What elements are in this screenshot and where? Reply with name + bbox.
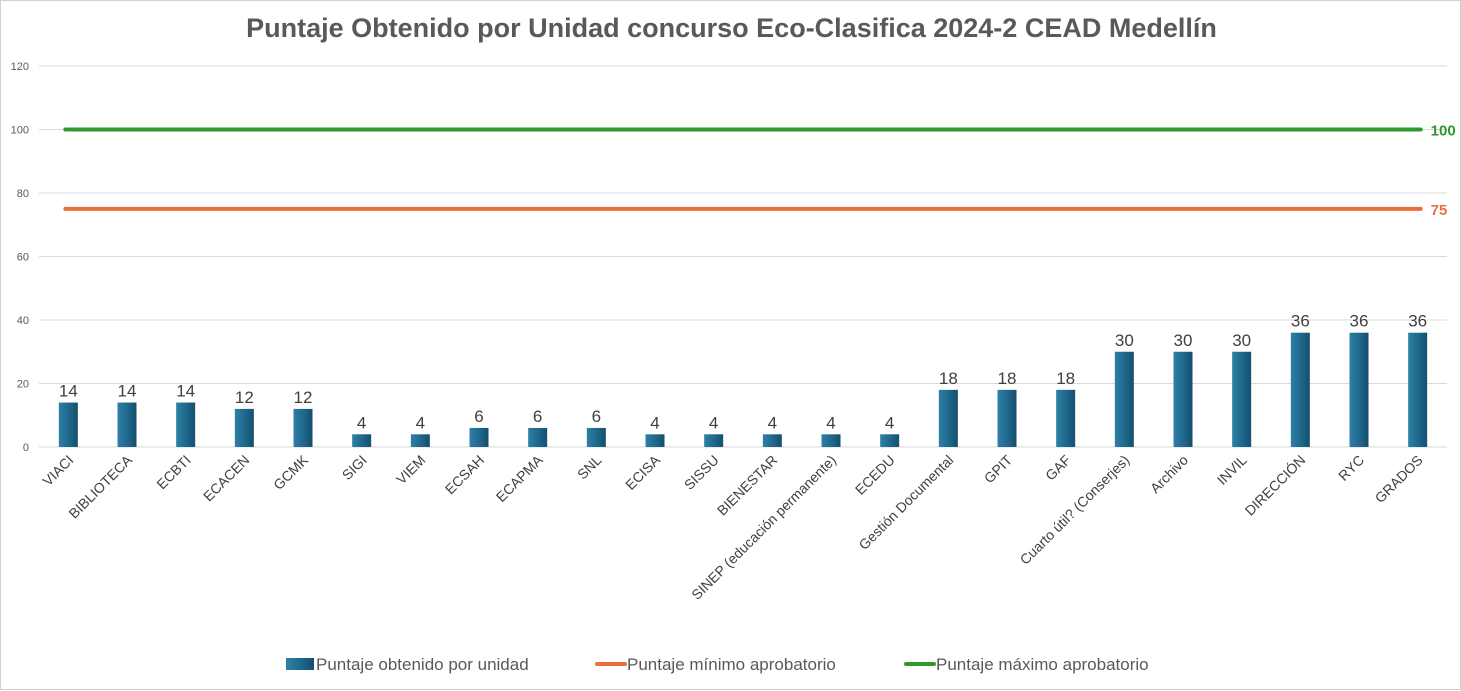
bar	[58, 402, 78, 447]
bar	[528, 427, 548, 447]
category-label: RYC	[1335, 452, 1367, 484]
category-label: ECEDU	[852, 452, 898, 498]
data-label: 18	[1056, 369, 1075, 388]
bar	[821, 434, 841, 447]
category-label: SIGI	[339, 452, 370, 483]
data-label: 4	[357, 413, 366, 432]
category-label: ECISA	[622, 451, 663, 492]
bar	[997, 389, 1017, 447]
data-label: 6	[533, 407, 542, 426]
bar	[938, 389, 958, 447]
y-tick-label: 60	[17, 252, 29, 264]
bar	[234, 408, 254, 447]
bar	[469, 427, 489, 447]
category-label: ECACEN	[200, 452, 253, 505]
legend-entry: Puntaje mínimo aprobatorio	[627, 655, 836, 674]
bar	[293, 408, 313, 447]
data-label: 36	[1408, 312, 1427, 331]
bar	[762, 434, 782, 447]
category-label: SISSU	[681, 452, 722, 493]
data-label: 14	[118, 382, 137, 401]
data-label: 4	[885, 413, 894, 432]
bar	[1114, 351, 1134, 447]
bar	[1232, 351, 1252, 447]
category-label: BIBLIOTECA	[65, 451, 135, 521]
data-label: 18	[939, 369, 958, 388]
bar	[1056, 389, 1076, 447]
data-label: 36	[1291, 312, 1310, 331]
bar	[410, 434, 430, 447]
data-label: 4	[768, 413, 777, 432]
y-tick-label: 20	[17, 379, 29, 391]
data-label: 36	[1350, 312, 1369, 331]
data-label: 14	[176, 382, 195, 401]
bar	[176, 402, 196, 447]
data-label: 6	[474, 407, 483, 426]
data-label: 14	[59, 382, 78, 401]
data-label: 6	[592, 407, 601, 426]
bar	[1173, 351, 1193, 447]
data-label: 4	[416, 413, 425, 432]
data-label: 18	[998, 369, 1017, 388]
chart-title: Puntaje Obtenido por Unidad concurso Eco…	[246, 13, 1217, 43]
category-label: GPIT	[981, 451, 1016, 486]
category-label: DIRECCIÓN	[1242, 452, 1309, 519]
reference-line-label: 75	[1431, 202, 1448, 219]
y-tick-label: 40	[17, 315, 29, 327]
bar	[352, 434, 372, 447]
bar	[645, 434, 665, 447]
bar	[704, 434, 724, 447]
category-label: Archivo	[1147, 452, 1191, 496]
legend-swatch	[286, 658, 314, 670]
legend-entry: Puntaje máximo aprobatorio	[936, 655, 1149, 674]
data-label: 30	[1232, 331, 1251, 350]
data-label: 12	[294, 388, 313, 407]
data-label: 4	[709, 413, 718, 432]
category-label: ECAPMA	[493, 451, 547, 505]
bar	[1349, 332, 1369, 447]
bar	[880, 434, 900, 447]
category-label: ECBTI	[153, 452, 193, 492]
category-label: ECSAH	[442, 452, 487, 497]
reference-line-label: 100	[1431, 123, 1456, 140]
y-tick-label: 120	[11, 61, 29, 73]
data-label: 30	[1174, 331, 1193, 350]
category-label: GCMK	[270, 451, 311, 492]
category-label: GRADOS	[1372, 452, 1426, 506]
category-label: INVIL	[1214, 452, 1250, 488]
data-label: 30	[1115, 331, 1134, 350]
category-label: GAF	[1042, 452, 1074, 484]
category-label: VIACI	[39, 452, 76, 489]
category-label: SNL	[574, 452, 605, 483]
bar	[117, 402, 137, 447]
category-label: Cuarto útil? (Conserjes)	[1017, 452, 1133, 568]
data-label: 4	[650, 413, 659, 432]
bar	[1408, 332, 1428, 447]
y-tick-label: 0	[23, 442, 29, 454]
category-label: VIEM	[393, 452, 429, 488]
bar	[1290, 332, 1310, 447]
legend-entry: Puntaje obtenido por unidad	[316, 655, 529, 674]
y-tick-label: 80	[17, 188, 29, 200]
data-label: 12	[235, 388, 254, 407]
bar	[586, 427, 606, 447]
y-tick-label: 100	[11, 125, 29, 137]
data-label: 4	[826, 413, 835, 432]
